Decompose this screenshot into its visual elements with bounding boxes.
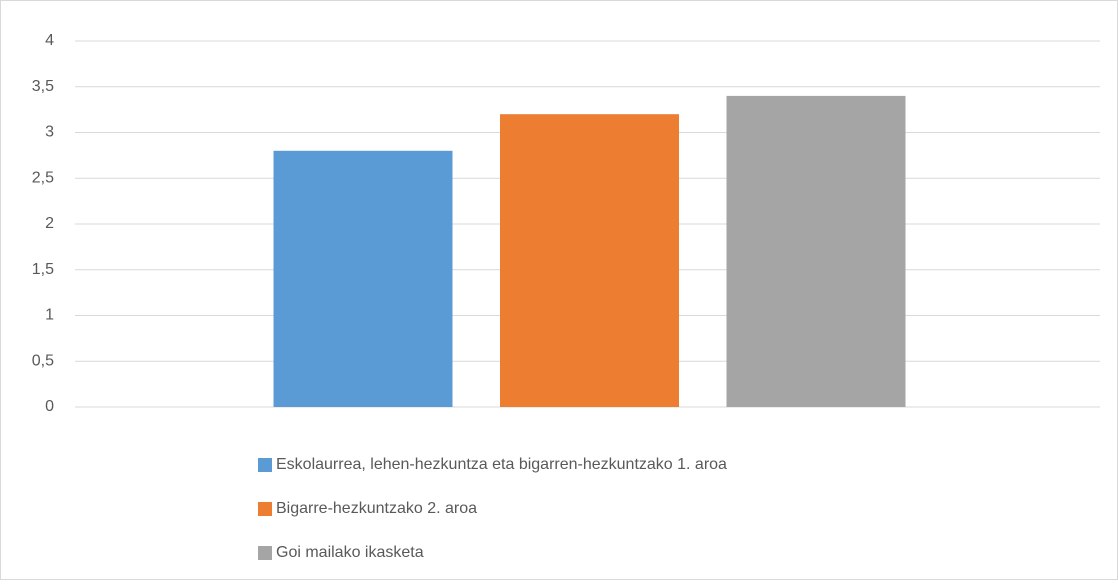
bar [500, 114, 679, 407]
y-tick-label: 3 [45, 124, 54, 141]
y-tick-label: 2,5 [32, 169, 54, 186]
y-tick-label: 3,5 [32, 78, 54, 95]
legend-label: Bigarre-hezkuntzako 2. aroa [276, 500, 477, 517]
legend-swatch [258, 502, 272, 516]
legend-swatch [258, 458, 272, 472]
y-tick-label: 2 [45, 215, 54, 232]
y-tick-label: 4 [45, 32, 54, 49]
y-tick-label: 1 [45, 307, 54, 324]
bar [273, 150, 453, 408]
y-tick-label: 0,5 [32, 352, 54, 369]
y-tick-label: 0 [45, 398, 54, 415]
bar [726, 95, 906, 408]
legend-swatch [258, 546, 272, 560]
legend-label: Eskolaurrea, lehen-hezkuntza eta bigarre… [276, 456, 727, 473]
legend-label: Goi mailako ikasketa [276, 544, 424, 561]
y-tick-label: 1,5 [32, 261, 54, 278]
